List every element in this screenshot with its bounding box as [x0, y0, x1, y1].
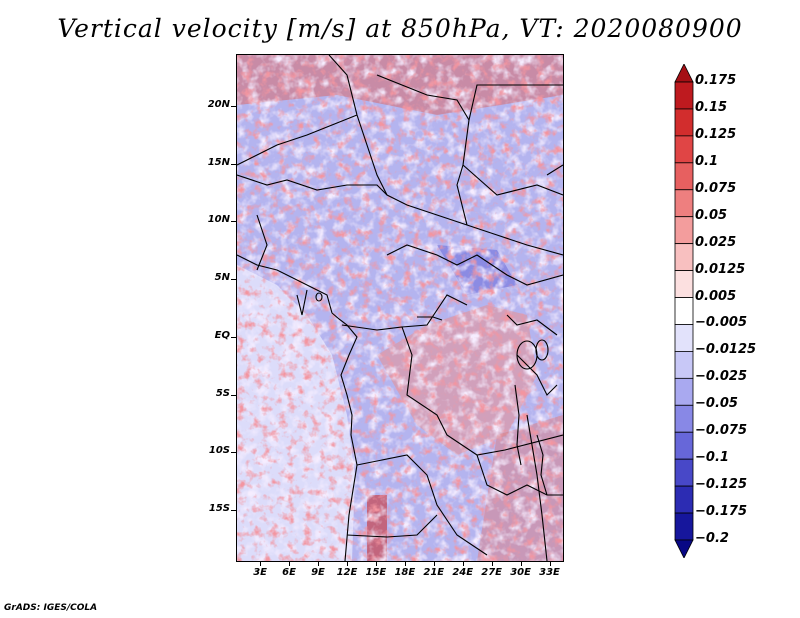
colorbar-swatch [674, 324, 694, 352]
colorbar-label: −0.2 [695, 531, 729, 546]
colorbar-label: −0.075 [695, 423, 748, 439]
texture-rising [237, 55, 563, 561]
colorbar-swatch [674, 189, 694, 218]
lon-tick-label: 9E [311, 567, 325, 578]
lon-tick-label: 12E [336, 567, 358, 578]
lon-tick-label: 3E [253, 567, 267, 578]
colorbar-swatch [674, 64, 694, 83]
political-borders [237, 55, 563, 561]
colorbar-swatch [674, 81, 694, 110]
colorbar-swatch [674, 377, 694, 406]
colorbar-label: 0.0125 [695, 261, 746, 277]
lat-tick-label: 15S [208, 503, 230, 515]
lat-tick-label: EQ [214, 329, 230, 341]
colorbar-swatch [674, 108, 694, 137]
lat-tick-mark [231, 163, 236, 165]
lon-tick-mark [549, 562, 551, 566]
lat-tick-mark [231, 394, 236, 396]
colorbar-label: −0.005 [695, 315, 748, 331]
lon-tick-label: 6E [282, 567, 296, 578]
colorbar [674, 64, 694, 558]
lon-tick-mark [346, 562, 348, 566]
lon-tick-mark [318, 562, 319, 566]
colorbar-label: −0.125 [695, 477, 748, 493]
lat-tick-mark [231, 336, 236, 338]
colorbar-swatch [674, 270, 694, 298]
lon-tick-mark [260, 562, 262, 566]
lon-tick-label: 18E [394, 567, 416, 578]
lat-tick-label: 10S [208, 445, 230, 457]
colorbar-label: 0.125 [695, 126, 737, 142]
lon-tick-mark [491, 562, 493, 566]
lon-tick-mark [289, 562, 291, 566]
colorbar-swatch [674, 431, 694, 460]
lon-tick-label: 21E [423, 567, 445, 578]
lat-tick-label: 10N [207, 214, 230, 226]
lat-tick-mark [231, 510, 236, 512]
colorbar-swatch [674, 243, 694, 271]
map-title: Vertical velocity [m/s] at 850hPa, VT: 2… [57, 14, 743, 43]
lat-tick-mark [231, 105, 236, 107]
lat-tick-label: 5S [215, 387, 230, 399]
colorbar-label: −0.1 [695, 450, 729, 466]
colorbar-label: −0.175 [695, 504, 748, 520]
colorbar-label: 0.005 [695, 288, 737, 304]
colorbar-swatch [674, 351, 694, 379]
colorbar-swatch [674, 512, 694, 541]
lon-tick-label: 30E [510, 567, 531, 578]
colorbar-swatch [674, 539, 694, 558]
lat-tick-label: 5N [214, 272, 230, 284]
lat-tick-mark [231, 452, 236, 454]
colorbar-label: 0.1 [695, 153, 719, 169]
colorbar-swatch [674, 485, 694, 514]
colorbar-label: −0.05 [695, 396, 738, 412]
vertical-velocity-field [237, 55, 563, 561]
colorbar-swatch [674, 216, 694, 245]
colorbar-swatch [674, 404, 694, 433]
colorbar-label: −0.025 [695, 369, 748, 385]
colorbar-swatch [674, 458, 694, 487]
colorbar-swatch [674, 297, 694, 325]
colorbar-label: 0.075 [695, 180, 737, 196]
lon-tick-label: 24E [452, 567, 474, 578]
map-panel [236, 54, 564, 562]
colorbar-swatch [674, 135, 694, 164]
lon-tick-mark [520, 562, 522, 566]
colorbar-label: 0.15 [695, 99, 728, 115]
lon-tick-mark [404, 562, 406, 566]
colorbar-label: −0.0125 [695, 342, 757, 358]
lon-tick-mark [433, 562, 435, 566]
footer-credit: GrADS: IGES/COLA [4, 603, 98, 613]
lon-tick-mark [462, 562, 464, 566]
colorbar-label: 0.175 [695, 73, 737, 88]
lon-tick-label: 15E [365, 567, 387, 578]
lon-tick-label: 33E [539, 567, 560, 578]
lon-tick-label: 27E [481, 567, 503, 578]
lat-tick-mark [231, 221, 236, 223]
lat-tick-mark [231, 279, 236, 281]
colorbar-label: 0.05 [695, 207, 728, 223]
lat-tick-label: 20N [207, 98, 230, 110]
lakes-outlines [315, 292, 549, 496]
lon-tick-mark [375, 562, 377, 566]
colorbar-swatch [674, 162, 694, 191]
lat-tick-label: 15N [207, 156, 230, 168]
colorbar-label: 0.025 [695, 234, 737, 250]
